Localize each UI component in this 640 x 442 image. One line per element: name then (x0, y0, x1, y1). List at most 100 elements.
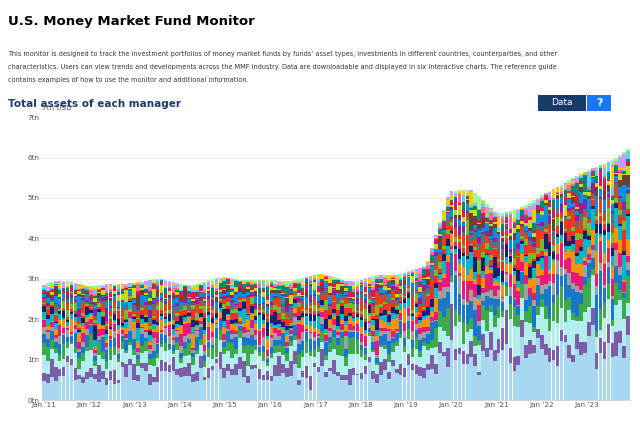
Bar (360, 317, 364, 320)
Bar (493, 229, 497, 238)
Bar (419, 334, 422, 340)
Bar (618, 224, 622, 226)
Bar (129, 288, 132, 289)
Bar (97, 365, 100, 381)
Bar (454, 210, 458, 215)
Bar (281, 305, 285, 306)
Bar (532, 345, 536, 353)
Bar (540, 202, 543, 207)
Bar (411, 275, 414, 276)
Bar (207, 327, 211, 340)
Bar (528, 295, 532, 306)
Bar (152, 329, 156, 332)
Bar (568, 240, 571, 246)
Bar (175, 303, 179, 306)
Bar (332, 277, 336, 279)
Bar (66, 300, 69, 302)
Bar (568, 310, 571, 345)
Bar (528, 217, 532, 218)
Bar (461, 202, 465, 209)
Bar (50, 297, 54, 300)
Bar (277, 376, 281, 400)
Bar (132, 285, 136, 286)
Bar (399, 280, 403, 284)
Bar (505, 231, 508, 236)
Bar (124, 310, 128, 319)
Bar (191, 309, 195, 320)
Bar (120, 323, 124, 326)
Bar (179, 291, 183, 297)
Bar (446, 207, 449, 210)
Bar (164, 312, 167, 316)
Bar (364, 281, 367, 283)
Bar (54, 348, 58, 354)
Bar (113, 324, 116, 331)
Bar (422, 280, 426, 286)
Bar (532, 353, 536, 400)
Bar (544, 195, 548, 196)
Bar (544, 355, 548, 400)
Bar (273, 288, 277, 290)
Bar (93, 356, 97, 361)
Bar (250, 297, 253, 304)
Bar (406, 291, 410, 293)
Bar (42, 290, 45, 293)
Bar (516, 225, 520, 229)
Bar (587, 260, 591, 263)
Bar (446, 287, 449, 292)
Bar (116, 324, 120, 329)
Bar (356, 298, 360, 304)
Bar (627, 160, 630, 166)
Bar (250, 304, 253, 306)
Bar (66, 288, 69, 291)
Bar (364, 322, 367, 330)
Bar (481, 289, 485, 293)
Bar (109, 306, 113, 308)
Bar (572, 211, 575, 227)
Bar (579, 178, 583, 181)
Bar (321, 295, 324, 296)
Bar (269, 305, 273, 308)
Bar (199, 306, 202, 309)
Bar (485, 254, 489, 255)
Bar (116, 301, 120, 307)
Bar (136, 323, 140, 328)
Bar (422, 343, 426, 346)
Bar (614, 305, 618, 332)
Bar (183, 336, 187, 342)
Bar (501, 297, 504, 298)
Bar (281, 373, 285, 400)
Bar (356, 332, 360, 340)
Bar (81, 287, 85, 288)
Bar (136, 355, 140, 359)
Bar (116, 319, 120, 324)
Bar (93, 323, 97, 326)
Bar (277, 281, 281, 282)
Bar (627, 187, 630, 190)
Bar (152, 301, 156, 304)
Bar (308, 356, 312, 376)
Bar (321, 312, 324, 317)
Bar (183, 286, 187, 287)
Bar (101, 337, 104, 351)
Bar (332, 374, 336, 400)
Bar (266, 318, 269, 322)
Bar (42, 373, 45, 381)
Bar (254, 284, 257, 286)
Bar (395, 286, 399, 287)
Bar (520, 208, 524, 209)
Bar (548, 195, 552, 197)
Bar (607, 232, 611, 240)
Bar (493, 286, 497, 296)
Bar (579, 264, 583, 276)
Bar (120, 326, 124, 328)
Bar (199, 302, 202, 306)
Bar (242, 299, 246, 301)
Bar (552, 232, 556, 234)
Bar (160, 332, 163, 334)
Bar (113, 288, 116, 291)
Bar (344, 297, 348, 304)
Bar (168, 365, 171, 373)
Bar (461, 191, 465, 194)
Bar (520, 224, 524, 225)
